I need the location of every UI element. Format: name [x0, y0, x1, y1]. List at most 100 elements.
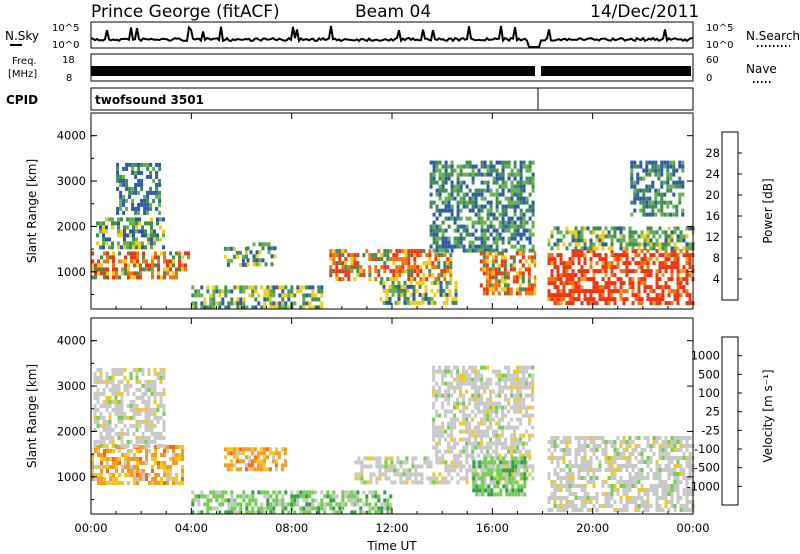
- data-cell: [263, 305, 267, 310]
- data-cell: [118, 481, 121, 485]
- data-cell: [215, 301, 219, 306]
- data-cell: [491, 291, 495, 296]
- data-cell: [515, 275, 519, 280]
- data-cell: [493, 480, 497, 485]
- data-cell: [625, 261, 629, 266]
- data-cell: [485, 263, 489, 268]
- data-cell: [212, 305, 216, 310]
- data-cell: [501, 208, 505, 213]
- data-cell: [258, 262, 262, 267]
- data-cell: [660, 204, 664, 209]
- data-cell: [685, 301, 689, 306]
- data-cell: [652, 472, 656, 476]
- data-cell: [619, 285, 623, 290]
- data-cell: [468, 164, 472, 169]
- data-cell: [287, 297, 291, 302]
- data-cell: [658, 472, 662, 476]
- data-cell: [145, 461, 148, 465]
- data-cell: [498, 381, 502, 386]
- data-cell: [125, 186, 129, 191]
- freq-tick-top: 18: [62, 55, 75, 66]
- data-cell: [413, 269, 417, 274]
- data-cell: [648, 212, 652, 217]
- data-cell: [97, 445, 100, 449]
- data-cell: [628, 488, 632, 492]
- data-cell: [607, 496, 611, 500]
- data-cell: [670, 273, 674, 278]
- data-cell: [571, 277, 575, 282]
- data-cell: [503, 287, 507, 292]
- data-cell: [672, 160, 676, 165]
- data-cell: [477, 389, 481, 394]
- data-cell: [153, 399, 157, 404]
- data-cell: [163, 251, 166, 256]
- data-cell: [649, 246, 653, 251]
- data-cell: [441, 460, 445, 465]
- data-cell: [102, 439, 106, 444]
- data-cell: [477, 385, 481, 390]
- data-cell: [637, 488, 641, 492]
- data-cell: [224, 305, 228, 310]
- data-cell: [456, 369, 460, 374]
- data-cell: [501, 184, 505, 189]
- data-cell: [108, 415, 112, 420]
- data-cell: [148, 267, 151, 272]
- data-cell: [500, 251, 504, 256]
- data-cell: [489, 224, 493, 229]
- data-cell: [112, 263, 115, 268]
- data-cell: [652, 246, 656, 251]
- data-cell: [682, 488, 686, 492]
- data-cell: [105, 443, 109, 448]
- data-cell: [489, 401, 493, 406]
- data-cell: [648, 160, 652, 165]
- data-cell: [402, 460, 406, 465]
- data-cell: [598, 293, 602, 298]
- data-cell: [266, 297, 270, 302]
- data-cell: [688, 301, 692, 306]
- data-cell: [652, 297, 656, 302]
- data-cell: [153, 431, 157, 436]
- data-cell: [685, 226, 689, 231]
- data-cell: [685, 480, 689, 484]
- data-cell: [238, 451, 242, 456]
- data-cell: [459, 232, 463, 237]
- data-cell: [633, 160, 637, 165]
- data-cell: [583, 448, 587, 452]
- data-cell: [484, 456, 488, 461]
- data-cell: [181, 445, 184, 449]
- data-cell: [651, 212, 655, 217]
- data-cell: [422, 249, 426, 254]
- data-cell: [491, 259, 495, 264]
- data-cell: [454, 284, 458, 289]
- data-cell: [610, 440, 614, 444]
- data-cell: [138, 419, 142, 424]
- data-cell: [495, 160, 499, 165]
- data-cell: [522, 405, 526, 410]
- data-cell: [640, 297, 644, 302]
- data-cell: [628, 456, 632, 460]
- data-cell: [100, 263, 103, 268]
- data-cell: [441, 184, 445, 189]
- colorbar-tick-label: 12: [705, 230, 720, 244]
- data-cell: [477, 401, 481, 406]
- data-cell: [649, 488, 653, 492]
- data-cell: [601, 440, 605, 444]
- data-cell: [394, 284, 398, 289]
- data-cell: [398, 265, 402, 270]
- data-cell: [99, 415, 103, 420]
- data-cell: [486, 188, 490, 193]
- data-cell: [136, 469, 139, 473]
- data-cell: [583, 492, 587, 496]
- data-cell: [439, 288, 443, 293]
- data-cell: [91, 465, 94, 469]
- data-cell: [102, 379, 106, 384]
- data-cell: [239, 297, 243, 302]
- data-cell: [607, 230, 611, 235]
- y-tick-label: 1000: [57, 265, 86, 279]
- data-cell: [409, 300, 413, 305]
- data-cell: [666, 160, 670, 165]
- data-cell: [96, 419, 100, 424]
- data-cell: [639, 200, 643, 205]
- data-cell: [117, 371, 121, 376]
- data-cell: [112, 251, 115, 256]
